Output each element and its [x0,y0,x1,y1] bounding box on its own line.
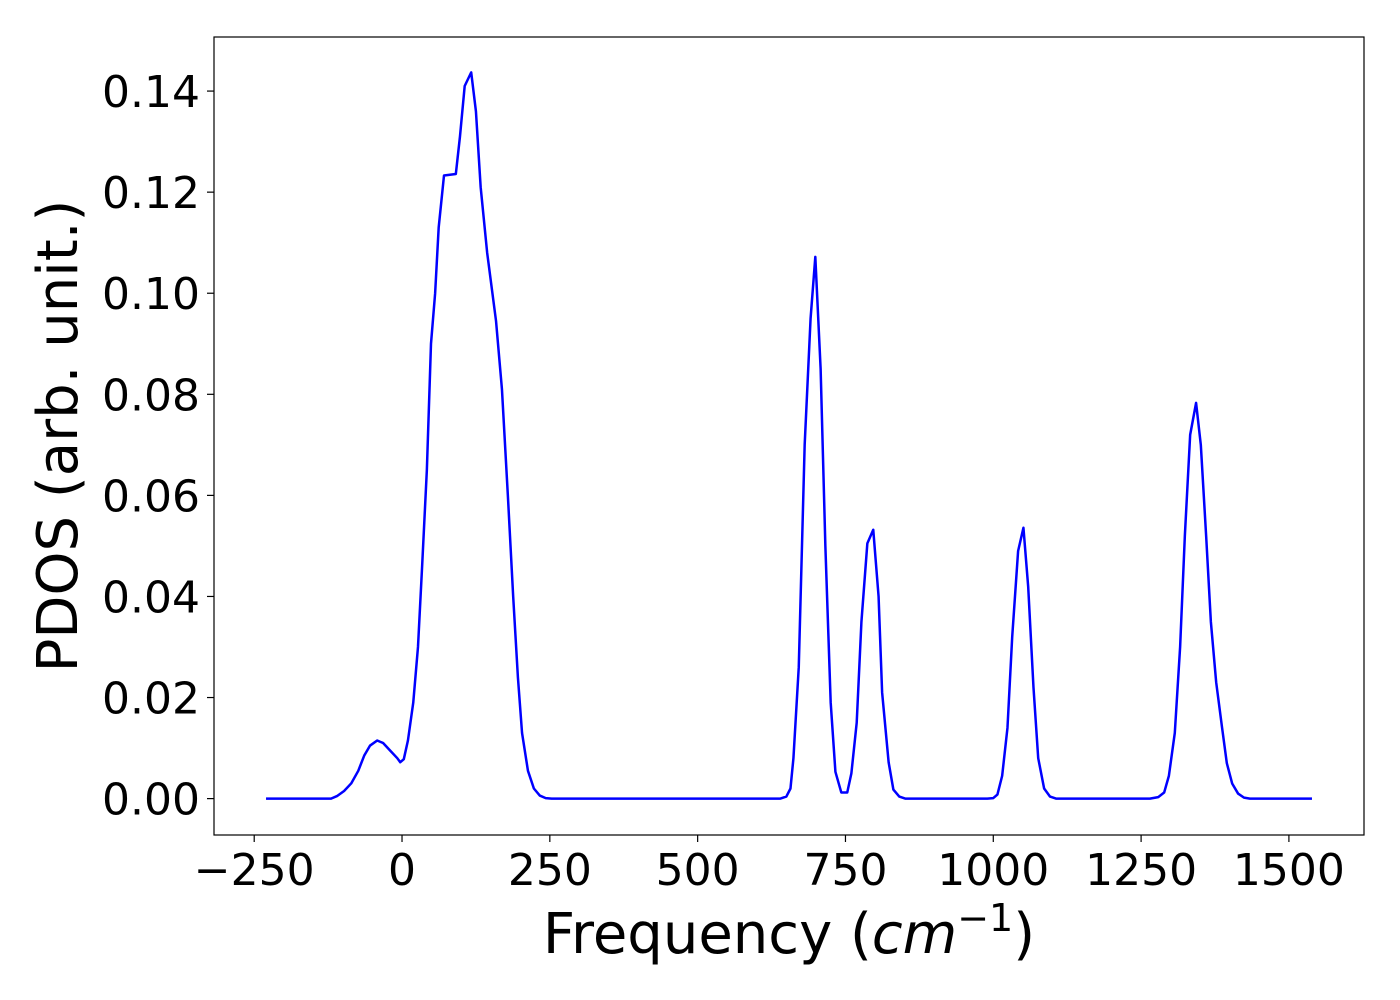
x-tick-label: 750 [803,845,887,896]
x-label-part: ) [1013,902,1035,967]
x-tick-label: 1000 [937,845,1049,896]
data-line [266,71,1312,800]
x-tick-label: 1500 [1233,845,1345,896]
y-tick-label: 0.12 [102,168,200,219]
y-tick-label: 0.00 [102,775,200,826]
x-label-part: Frequency ( [543,902,872,967]
x-tick-label: 0 [388,845,416,896]
plot-frame [213,36,1365,836]
x-tick-label: 1250 [1085,845,1197,896]
x-label-unit: cm [872,902,957,967]
y-tick-label: 0.08 [102,370,200,421]
x-tick-label: 250 [508,845,592,896]
x-axis-label: Frequency (cm−1) [543,896,1035,967]
y-tick-label: 0.10 [102,269,200,320]
y-tick-label: 0.06 [102,471,200,522]
y-tick-label: 0.14 [102,67,200,118]
y-tick-label: 0.04 [102,572,200,623]
x-tick-label: −250 [194,845,315,896]
y-tick-label: 0.02 [102,674,200,725]
x-tick-label: 500 [656,845,740,896]
y-axis-label: PDOS (arb. unit.) [26,200,91,673]
x-label-exponent: −1 [957,896,1013,940]
